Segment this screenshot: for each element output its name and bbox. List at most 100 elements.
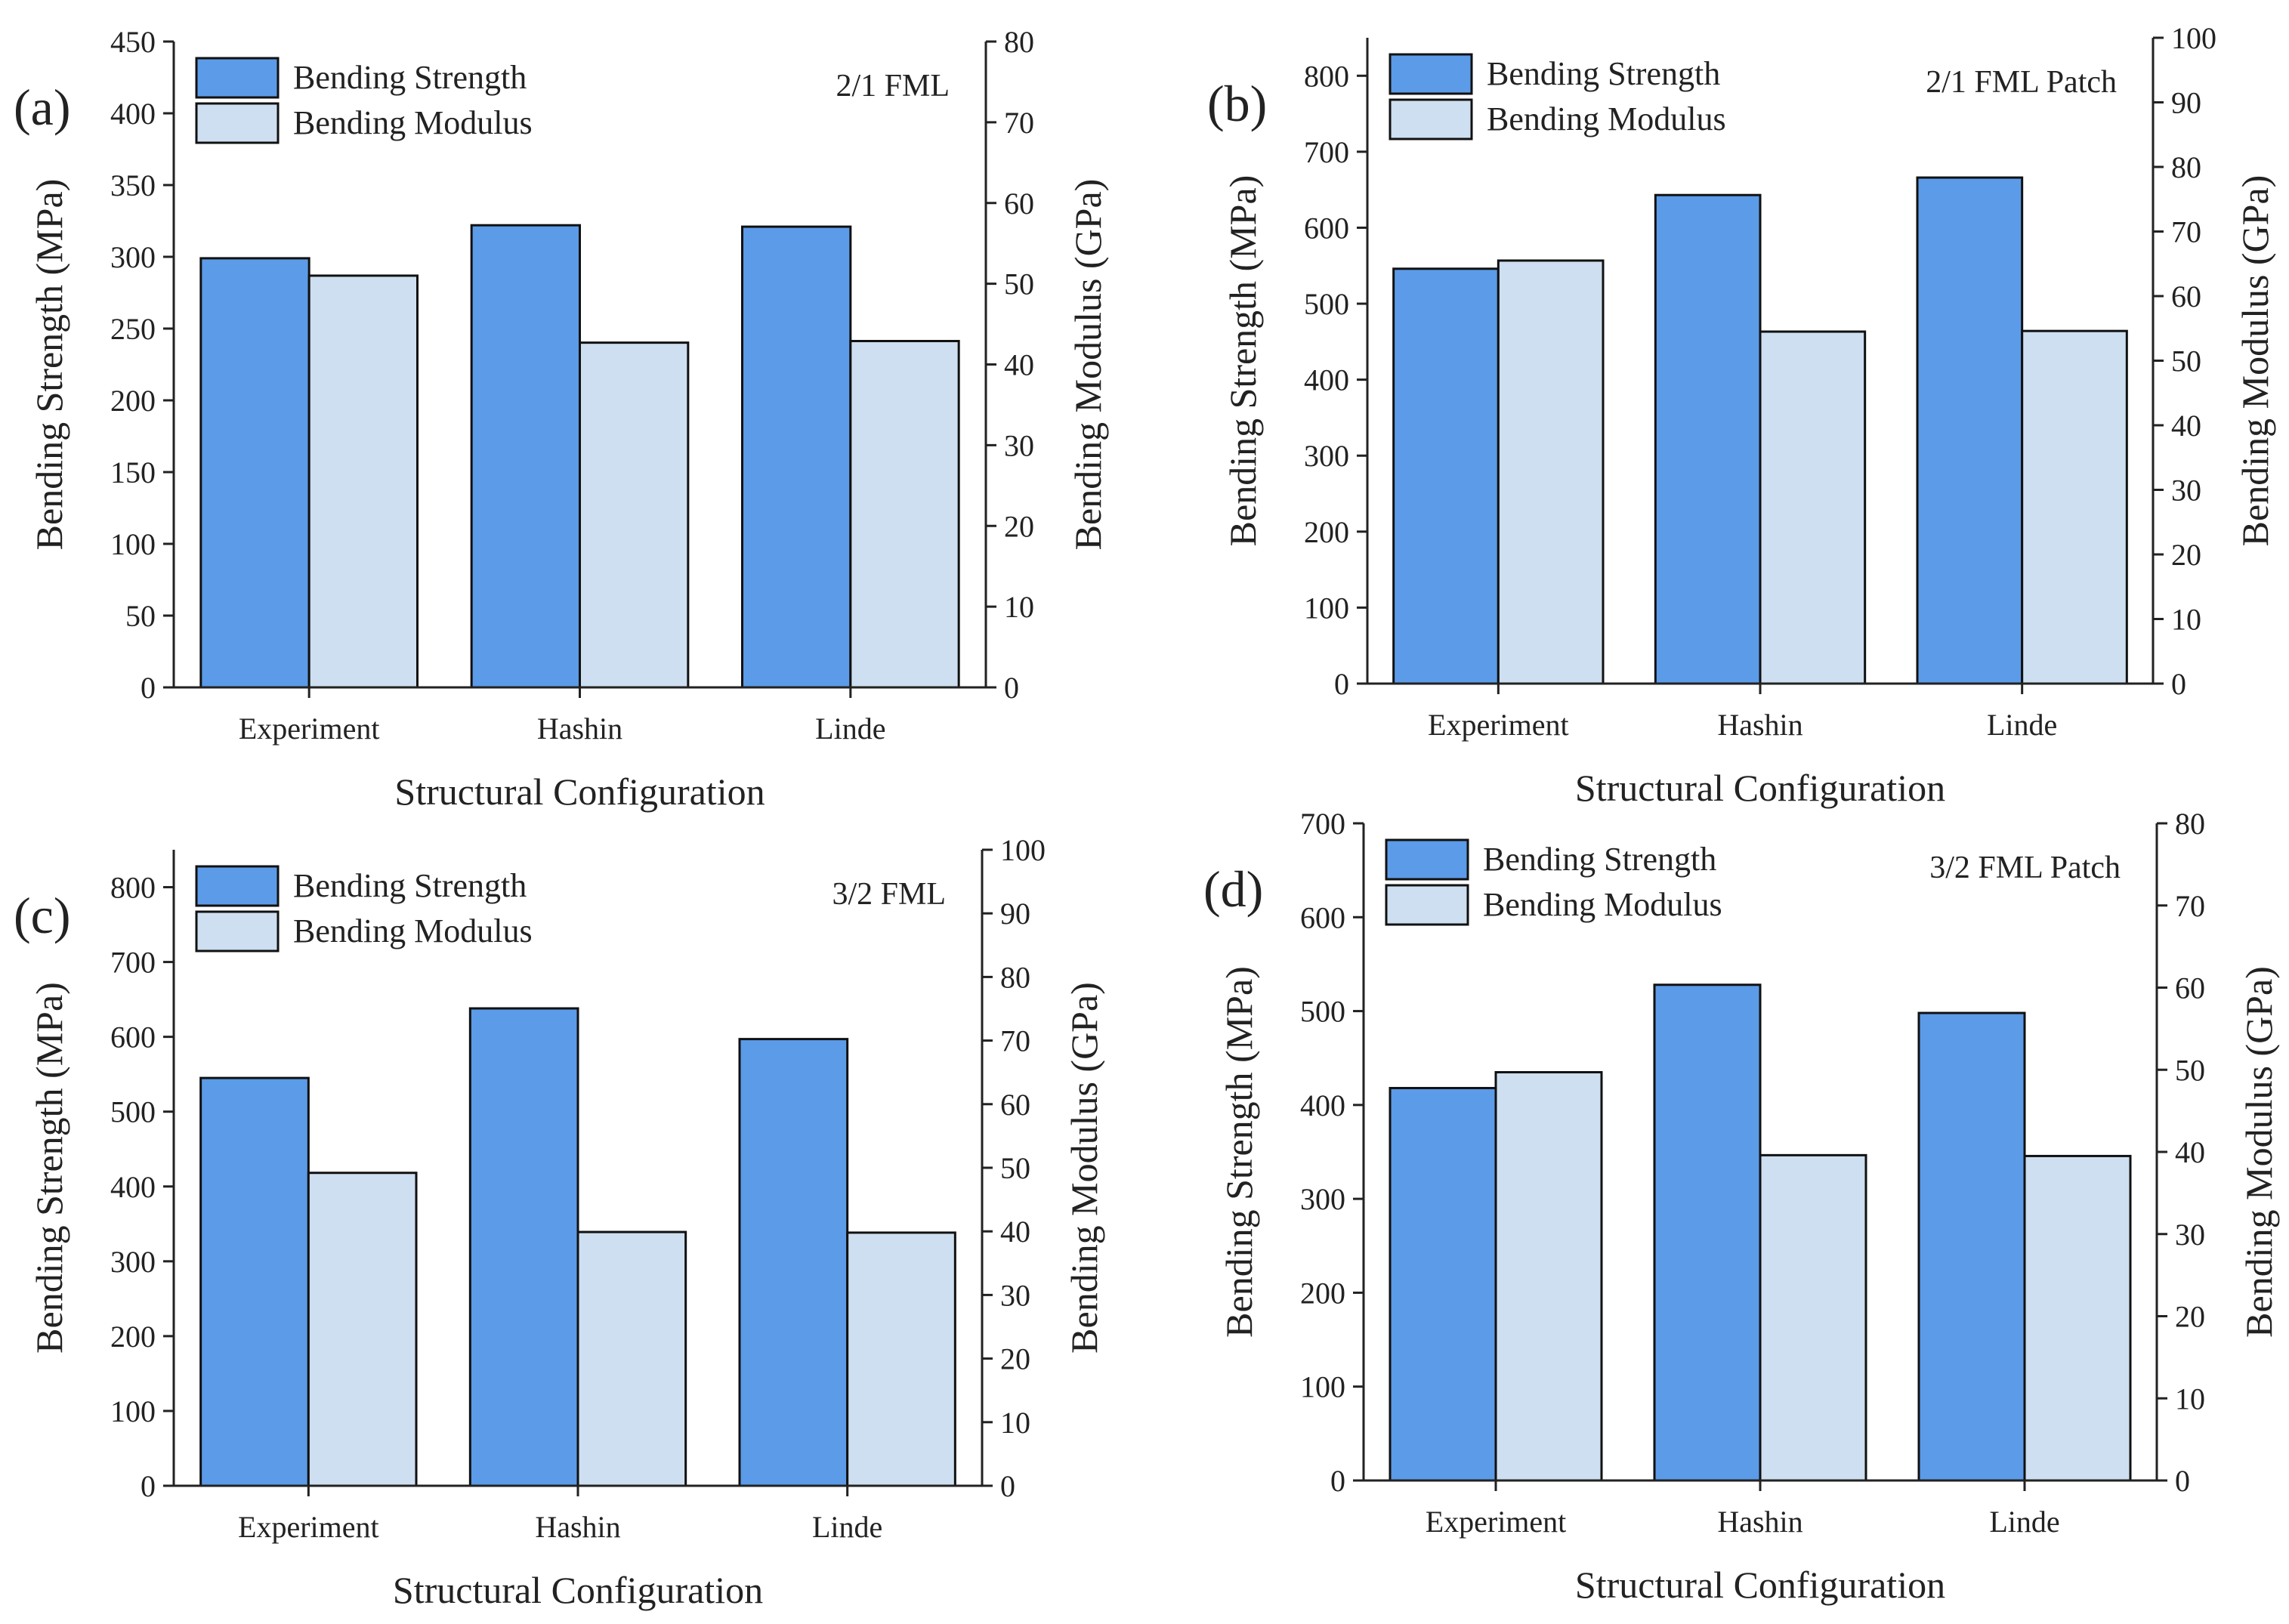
x-tick-label: Experiment — [1426, 1505, 1567, 1539]
legend-label-modulus: Bending Modulus — [293, 912, 533, 949]
y-tick-label: 300 — [1304, 439, 1349, 473]
bar-strength-experiment — [1392, 267, 1500, 685]
legend-swatch-modulus — [195, 910, 280, 952]
bar-modulus-experiment — [307, 1172, 418, 1487]
y-tick-label: 600 — [110, 1020, 156, 1054]
y-tick-label: 800 — [1304, 59, 1349, 93]
y-tick-label: 200 — [1300, 1276, 1345, 1310]
y-axis-title: Bending Strength (MPa) — [28, 982, 70, 1354]
y-tick-label: 50 — [125, 599, 156, 633]
y2-axis-title: Bending Modulus (GPa) — [2238, 966, 2280, 1338]
y2-tick-label: 20 — [2175, 1300, 2205, 1334]
bar-modulus-hashin — [576, 1230, 687, 1487]
y2-tick-label: 0 — [1000, 1469, 1015, 1503]
y2-tick-label: 30 — [2171, 474, 2201, 508]
y2-tick-label: 10 — [1000, 1406, 1030, 1440]
bar-strength-linde — [741, 225, 852, 689]
bar-modulus-hashin — [1759, 330, 1867, 685]
legend-label-strength: Bending Strength — [293, 867, 527, 904]
y-tick-label: 100 — [110, 1394, 156, 1428]
bar-modulus-experiment — [1494, 1071, 1603, 1482]
y2-tick-label: 80 — [2175, 807, 2205, 841]
y-axis-title: Bending Strength (MPa) — [1222, 175, 1264, 547]
panel-title: 3/2 FML — [832, 877, 946, 912]
chart-panel-b: Experiment Hashin Linde0100200300400500600… — [1207, 21, 2276, 809]
legend-swatch-modulus — [1389, 98, 1473, 140]
y-axis-title: Bending Strength (MPa) — [28, 179, 70, 551]
y2-tick-label: 80 — [2171, 150, 2201, 184]
y2-axis-title: Bending Modulus (GPa) — [2234, 175, 2276, 547]
x-axis-title: Structural Configuration — [1575, 767, 1945, 809]
y-tick-label: 200 — [110, 1320, 156, 1354]
y2-tick-label: 60 — [1004, 187, 1034, 221]
bar-strength-hashin — [1654, 193, 1762, 685]
panel-title: 2/1 FML — [836, 69, 950, 103]
y2-tick-label: 40 — [2171, 409, 2201, 443]
y-axis-title: Bending Strength (MPa) — [1218, 966, 1260, 1338]
y2-tick-label: 0 — [2171, 667, 2186, 701]
chart-panel-a: Experiment Hashin Linde0501001502002503003… — [14, 25, 1109, 813]
y2-tick-label: 0 — [2175, 1464, 2190, 1498]
legend-swatch-strength — [195, 57, 280, 99]
y-tick-label: 500 — [1304, 287, 1349, 321]
x-tick-label: Linde — [812, 1510, 882, 1544]
y-tick-label: 450 — [110, 25, 156, 59]
y2-tick-label: 30 — [1000, 1278, 1030, 1312]
legend-swatch-modulus — [1385, 884, 1469, 926]
legend-label-strength: Bending Strength — [293, 59, 527, 96]
y2-tick-label: 0 — [1004, 671, 1019, 705]
y-tick-label: 300 — [110, 1245, 156, 1279]
legend-label-strength: Bending Strength — [1483, 841, 1716, 878]
y2-tick-label: 40 — [2175, 1135, 2205, 1169]
x-tick-label: Linde — [1989, 1505, 2059, 1539]
y2-tick-label: 30 — [1004, 428, 1034, 462]
y-tick-label: 200 — [1304, 515, 1349, 549]
x-tick-label: Experiment — [238, 1510, 379, 1544]
y2-tick-label: 70 — [2171, 215, 2201, 249]
y2-tick-label: 90 — [1000, 897, 1030, 931]
y-tick-label: 600 — [1304, 211, 1349, 245]
y-tick-label: 300 — [110, 240, 156, 274]
x-tick-label: Hashin — [535, 1510, 620, 1544]
y-tick-label: 500 — [1300, 995, 1345, 1029]
legend-label-strength: Bending Strength — [1487, 55, 1720, 92]
bar-strength-hashin — [468, 1007, 579, 1487]
y-tick-label: 700 — [1304, 135, 1349, 169]
y2-tick-label: 20 — [2171, 538, 2201, 572]
bar-strength-linde — [738, 1038, 849, 1487]
y2-tick-label: 10 — [2175, 1382, 2205, 1416]
x-tick-label: Hashin — [1717, 708, 1802, 742]
y2-axis-title: Bending Modulus (GPa) — [1067, 179, 1109, 551]
y-tick-label: 500 — [110, 1095, 156, 1129]
bar-modulus-linde — [849, 340, 960, 689]
y-tick-label: 0 — [141, 1469, 156, 1503]
y2-tick-label: 50 — [1000, 1151, 1030, 1185]
bar-strength-experiment — [199, 1076, 310, 1487]
legend-swatch-strength — [1389, 53, 1473, 95]
y2-tick-label: 50 — [2175, 1053, 2205, 1087]
x-tick-label: Hashin — [1717, 1505, 1802, 1539]
y2-tick-label: 90 — [2171, 86, 2201, 120]
y-tick-label: 150 — [110, 455, 156, 489]
y2-tick-label: 70 — [2175, 889, 2205, 923]
x-axis-title: Structural Configuration — [1575, 1564, 1945, 1606]
y2-tick-label: 30 — [2175, 1218, 2205, 1252]
y2-tick-label: 70 — [1000, 1024, 1030, 1058]
x-tick-label: Linde — [1987, 708, 2057, 742]
y2-tick-label: 80 — [1000, 960, 1030, 994]
x-tick-label: Experiment — [239, 712, 380, 746]
y2-tick-label: 40 — [1004, 348, 1034, 382]
legend-swatch-strength — [1385, 838, 1469, 881]
y-tick-label: 400 — [1304, 363, 1349, 397]
y-tick-label: 0 — [1330, 1464, 1345, 1498]
x-tick-label: Experiment — [1428, 708, 1569, 742]
bar-modulus-hashin — [579, 341, 690, 689]
y-tick-label: 400 — [110, 1170, 156, 1204]
y-tick-label: 300 — [1300, 1182, 1345, 1216]
legend-swatch-modulus — [195, 102, 280, 144]
bar-modulus-experiment — [1497, 259, 1605, 685]
y-tick-label: 700 — [1300, 807, 1345, 841]
y-tick-label: 700 — [110, 946, 156, 980]
legend-label-modulus: Bending Modulus — [1487, 100, 1726, 137]
